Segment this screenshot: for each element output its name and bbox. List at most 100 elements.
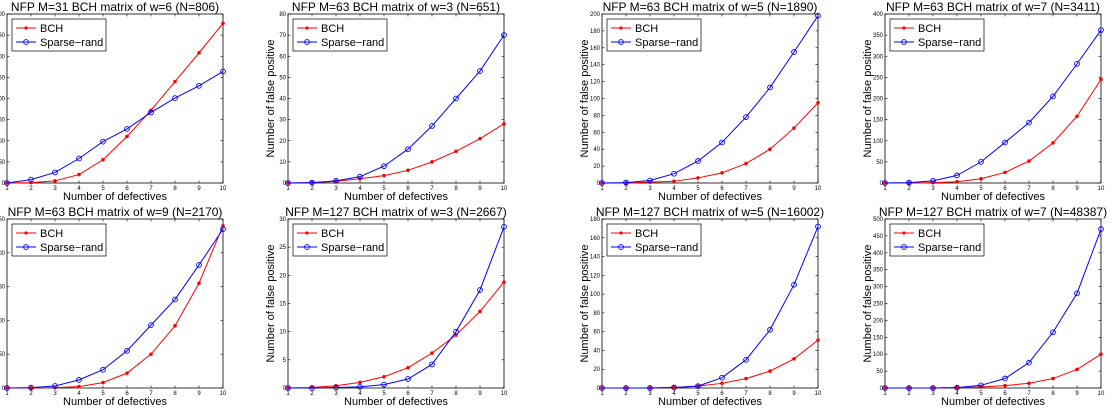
x-tick-label: 8 bbox=[768, 186, 772, 192]
legend-marker bbox=[618, 244, 624, 250]
x-tick-label: 7 bbox=[1027, 186, 1031, 192]
legend-marker bbox=[902, 231, 906, 235]
y-tick-label: 150 bbox=[873, 335, 884, 341]
data-point bbox=[930, 178, 936, 184]
x-tick-label: 9 bbox=[197, 186, 201, 192]
y-tick-label: 40 bbox=[593, 147, 600, 153]
data-point bbox=[1027, 159, 1031, 163]
data-point bbox=[100, 366, 106, 373]
chart-panel-1: NFP M=31 BCH matrix of w=6 (N=806) Number… bbox=[0, 0, 227, 203]
data-point bbox=[333, 384, 339, 391]
legend-box bbox=[11, 223, 107, 257]
legend-marker bbox=[901, 39, 907, 45]
legend-marker bbox=[618, 39, 624, 45]
x-tick-label: 6 bbox=[406, 186, 410, 192]
x-tick-label: 4 bbox=[672, 186, 676, 192]
data-point bbox=[1098, 27, 1104, 33]
legend-box bbox=[606, 18, 702, 52]
data-point bbox=[768, 369, 772, 373]
data-point bbox=[381, 163, 387, 169]
series-bch bbox=[883, 77, 1103, 185]
data-point bbox=[720, 381, 724, 386]
y-tick-label: 25 bbox=[279, 245, 286, 251]
data-point bbox=[719, 374, 725, 381]
x-tick-label: 1 bbox=[600, 391, 604, 397]
data-point bbox=[357, 173, 363, 180]
x-tick-label: 2 bbox=[907, 391, 911, 397]
x-tick-label: 2 bbox=[624, 186, 628, 192]
chart-title: NFP M=127 BCH matrix of w=7 (N=48387) bbox=[879, 205, 1107, 219]
data-point bbox=[196, 82, 202, 89]
data-point bbox=[52, 383, 58, 389]
y-tick-label: 140 bbox=[590, 255, 601, 261]
legend-box bbox=[889, 18, 985, 52]
data-point bbox=[173, 79, 177, 84]
data-point bbox=[1026, 359, 1032, 366]
data-point bbox=[196, 262, 202, 268]
data-point bbox=[1075, 114, 1079, 119]
legend-marker bbox=[619, 26, 623, 30]
y-tick-label: 160 bbox=[590, 46, 601, 52]
y-tick-label: 250 bbox=[873, 302, 884, 308]
y-tick-label: 400 bbox=[0, 12, 6, 18]
x-tick-label: 3 bbox=[53, 186, 57, 192]
data-point bbox=[1051, 141, 1055, 145]
y-axis-label: Number of false positive bbox=[265, 245, 277, 363]
y-tick-label: 180 bbox=[590, 217, 601, 223]
legend-box bbox=[889, 223, 985, 257]
data-point bbox=[767, 326, 773, 333]
y-tick-label: 200 bbox=[0, 97, 6, 103]
legend-marker bbox=[24, 26, 28, 30]
x-tick-label: 8 bbox=[454, 186, 458, 192]
legend-marker bbox=[304, 39, 310, 45]
data-point bbox=[52, 169, 58, 176]
y-tick-label: 0 bbox=[283, 181, 287, 187]
x-axis-label: Number of defectives bbox=[658, 191, 762, 203]
legend: BCH Sparse−rand bbox=[889, 18, 985, 52]
x-tick-label: 9 bbox=[792, 391, 796, 397]
data-point bbox=[382, 173, 386, 178]
data-point bbox=[930, 385, 936, 391]
x-tick-label: 1 bbox=[286, 391, 290, 397]
x-tick-label: 8 bbox=[454, 391, 458, 397]
data-point bbox=[173, 323, 177, 328]
data-point bbox=[285, 385, 291, 391]
data-point bbox=[743, 356, 749, 363]
series-bch bbox=[5, 21, 225, 185]
y-tick-label: 100 bbox=[0, 318, 6, 324]
data-point bbox=[4, 180, 10, 186]
data-point bbox=[478, 309, 482, 314]
y-tick-label: 150 bbox=[0, 118, 6, 124]
data-point bbox=[1074, 61, 1080, 67]
y-tick-label: 20 bbox=[279, 139, 286, 145]
y-tick-label: 20 bbox=[593, 164, 600, 170]
x-tick-label: 4 bbox=[955, 186, 959, 192]
x-axis-label: Number of defectives bbox=[658, 396, 762, 408]
x-tick-label: 1 bbox=[5, 186, 9, 192]
x-tick-label: 4 bbox=[672, 391, 676, 397]
data-point bbox=[882, 385, 888, 391]
x-tick-label: 5 bbox=[382, 186, 386, 192]
legend-label: BCH bbox=[40, 228, 63, 240]
legend-label: BCH bbox=[635, 23, 658, 35]
data-point bbox=[647, 177, 653, 184]
data-point bbox=[671, 170, 677, 177]
legend: BCH Sparse−rand bbox=[606, 223, 702, 257]
y-tick-label: 5 bbox=[283, 358, 287, 364]
legend-label: Sparse−rand bbox=[40, 242, 103, 254]
data-point bbox=[172, 95, 178, 101]
chart-title: NFP M=63 BCH matrix of w=5 (N=1890) bbox=[603, 0, 818, 14]
y-tick-label: 30 bbox=[279, 118, 286, 124]
legend-marker bbox=[619, 231, 623, 235]
chart-panel-6: NFP M=127 BCH matrix of w=3 (N=2667) Numb… bbox=[265, 205, 508, 408]
y-tick-label: 70 bbox=[279, 33, 286, 39]
series-line bbox=[287, 34, 505, 184]
chart-title: NFP M=63 BCH matrix of w=9 (N=2170) bbox=[8, 205, 223, 219]
data-point bbox=[768, 147, 772, 152]
x-tick-label: 10 bbox=[220, 391, 227, 397]
series-sparse-rand bbox=[599, 223, 821, 391]
y-tick-label: 250 bbox=[873, 75, 884, 81]
data-point bbox=[906, 385, 912, 391]
data-point bbox=[1002, 139, 1008, 146]
x-tick-label: 2 bbox=[29, 391, 33, 397]
